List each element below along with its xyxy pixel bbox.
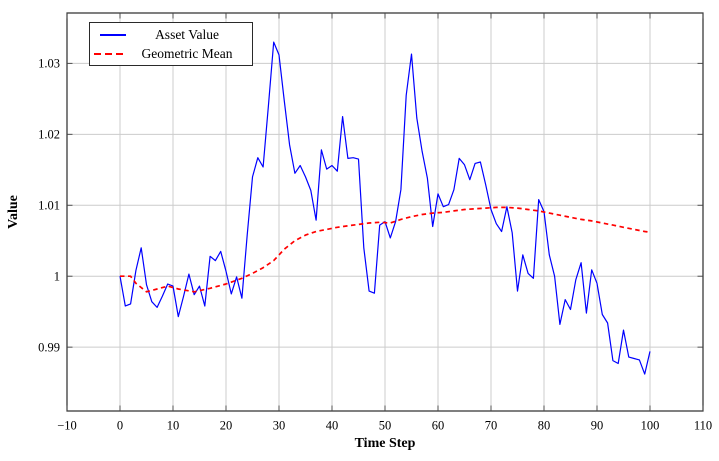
series-line-asset-value	[119, 41, 651, 375]
x-tick-label: 80	[538, 419, 551, 433]
x-axis-label: Time Step	[355, 436, 416, 451]
x-tick-label: 50	[379, 419, 392, 433]
legend: Asset Value Geometric Mean	[89, 22, 253, 66]
x-tick-label: 90	[591, 419, 604, 433]
y-tick-label: 1.02	[38, 128, 60, 142]
legend-item-asset-value: Asset Value	[92, 25, 248, 44]
geometric-mean-line-swatch	[94, 52, 126, 55]
x-tick-label: 60	[432, 419, 445, 433]
x-tick-label: 40	[326, 419, 339, 433]
axis-frame	[66, 12, 704, 412]
x-tick-label: 10	[167, 419, 180, 433]
y-tick-label: 0.99	[38, 340, 60, 354]
x-tick-label: 70	[485, 419, 498, 433]
x-tick-label: −10	[57, 419, 77, 433]
tick-labels: −10 0 10 20 30 40 50 60 70 80 90 100 110 0.99 1 1.01 1.0…	[38, 57, 712, 433]
legend-label-geometric-mean: Geometric Mean	[141, 45, 233, 61]
x-tick-label: 30	[273, 419, 286, 433]
y-tick-label: 1.01	[38, 198, 60, 212]
data-series	[119, 41, 651, 375]
y-axis-label: Value	[6, 195, 21, 229]
x-tick-label: 20	[220, 419, 233, 433]
y-tick-label: 1	[54, 269, 60, 283]
legend-label-asset-value: Asset Value	[155, 26, 219, 42]
x-tick-label: 110	[694, 419, 712, 433]
series-line-geometric-mean	[120, 206, 651, 293]
x-tick-label: 0	[117, 419, 123, 433]
x-tick-label: 100	[641, 419, 660, 433]
asset-value-line-swatch	[100, 33, 126, 36]
legend-item-geometric-mean: Geometric Mean	[92, 44, 248, 63]
grid-lines	[67, 13, 703, 411]
y-tick-label: 1.03	[38, 57, 60, 71]
